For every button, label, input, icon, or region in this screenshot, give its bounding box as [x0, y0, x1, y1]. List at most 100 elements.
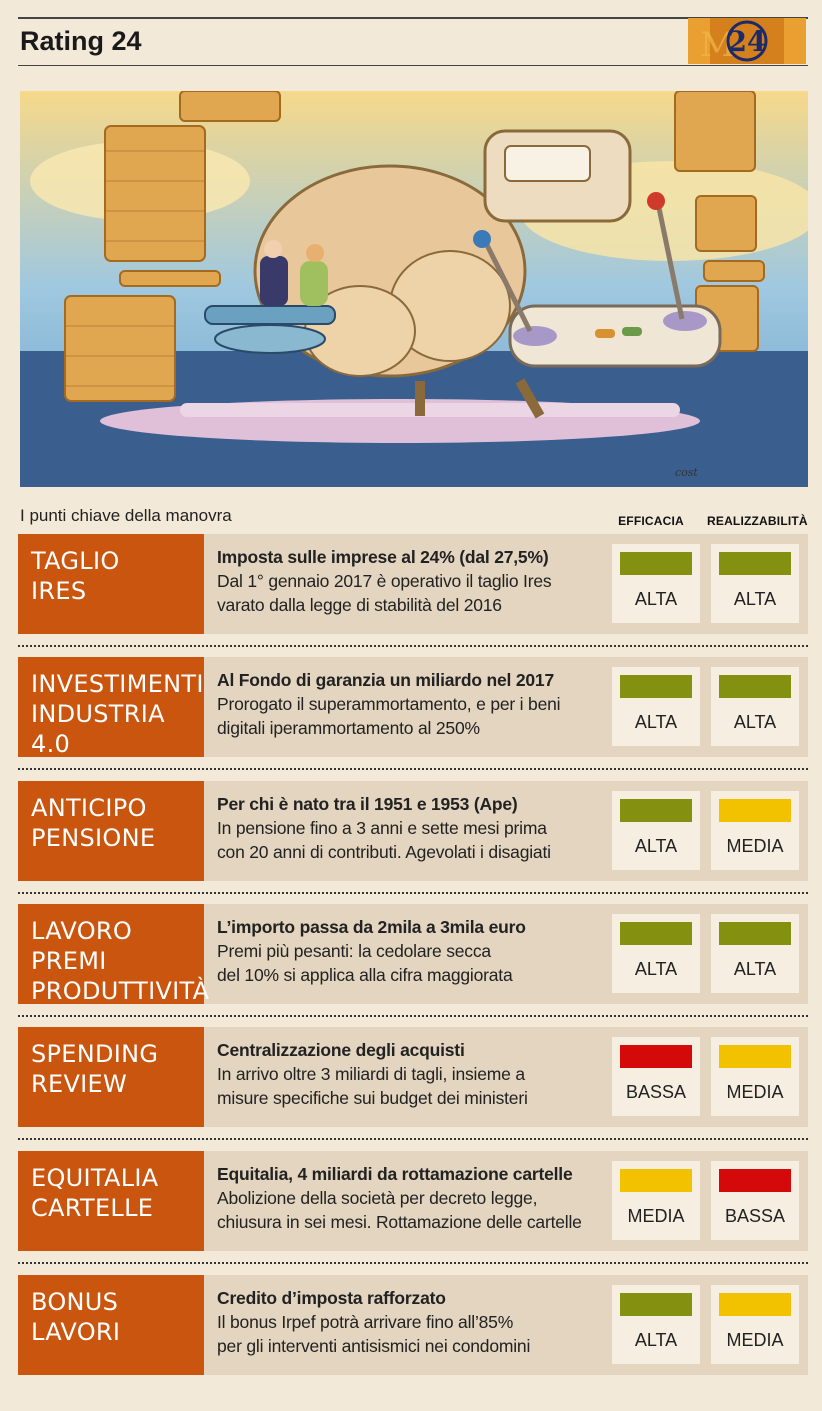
row-description: Centralizzazione degli acquisti In arrivo…: [217, 1038, 617, 1110]
page-title: Rating 24: [20, 26, 142, 56]
rating-value: ALTA: [634, 836, 678, 856]
rating-value: MEDIA: [627, 1206, 685, 1226]
col-efficacia: EFFICACIA: [618, 514, 684, 528]
rating-value: ALTA: [634, 589, 678, 609]
rating-color-bar: [620, 1045, 692, 1068]
realizzabilita-rating: ALTA: [711, 667, 799, 746]
row-label: INVESTIMENTI INDUSTRIA 4.0: [18, 657, 204, 758]
row-label-line: LAVORI: [31, 1318, 121, 1346]
rating-value: MEDIA: [726, 836, 784, 856]
intro-text: I punti chiave della manovra: [20, 506, 232, 525]
row-body-line: del 10% si applica alla cifra maggiorata: [217, 965, 513, 985]
row-description: Per chi è nato tra il 1951 e 1953 (Ape) I…: [217, 792, 617, 864]
row-separator: [18, 892, 808, 894]
row-label-line: LAVORO PREMI: [31, 917, 133, 975]
realizzabilita-rating: ALTA: [711, 914, 799, 993]
rating-color-bar: [719, 675, 791, 698]
rating-color-bar: [719, 1169, 791, 1192]
row-body-line: digitali iperammortamento al 250%: [217, 718, 480, 738]
realizzabilita-rating: MEDIA: [711, 791, 799, 870]
rating-row: INVESTIMENTI INDUSTRIA 4.0 Al Fondo di gar…: [18, 657, 808, 758]
row-description: L’importo passa da 2mila a 3mila euro Pre…: [217, 915, 617, 987]
row-label-line: INDUSTRIA 4.0: [31, 700, 165, 758]
row-body-line: Il bonus Irpef potrà arrivare fino all’8…: [217, 1312, 514, 1332]
rating-value: BASSA: [724, 1206, 786, 1226]
rating-value: BASSA: [625, 1082, 687, 1102]
row-description: Credito d’imposta rafforzato Il bonus Irp…: [217, 1286, 617, 1358]
row-body-line: Abolizione della società per decreto leg…: [217, 1188, 538, 1208]
efficacia-rating: ALTA: [612, 667, 700, 746]
rating-row: EQUITALIA CARTELLE Equitalia, 4 miliardi d…: [18, 1151, 808, 1251]
rating-color-bar: [719, 552, 791, 575]
row-body-line: Dal 1° gennaio 2017 è operativo il tagli…: [217, 571, 552, 591]
top-rule: [18, 17, 808, 19]
row-label-line: SPENDING: [31, 1040, 159, 1068]
efficacia-rating: ALTA: [612, 914, 700, 993]
row-label: BONUS LAVORI: [18, 1275, 204, 1375]
row-headline: Credito d’imposta rafforzato: [217, 1288, 446, 1308]
row-body-line: Prorogato il superammortamento, e per i …: [217, 694, 561, 714]
row-description: Equitalia, 4 miliardi da rottamazione ca…: [217, 1162, 617, 1234]
rating-row: BONUS LAVORI Credito d’imposta rafforzato I…: [18, 1275, 808, 1375]
row-label-line: TAGLIO: [31, 547, 120, 575]
rating-color-bar: [719, 1293, 791, 1316]
logo-24: M 24: [688, 18, 806, 64]
row-body-line: con 20 anni di contributi. Agevolati i d…: [217, 842, 551, 862]
svg-text:cost: cost: [675, 466, 698, 479]
row-separator: [18, 1015, 808, 1017]
title-rule: [18, 65, 808, 66]
row-separator: [18, 768, 808, 770]
row-label-line: CARTELLE: [31, 1194, 154, 1222]
row-description: Imposta sulle imprese al 24% (dal 27,5%)…: [217, 545, 617, 617]
rating-color-bar: [620, 922, 692, 945]
row-body-line: chiusura in sei mesi. Rottamazione delle…: [217, 1212, 582, 1232]
efficacia-rating: ALTA: [612, 1285, 700, 1364]
rating-color-bar: [719, 799, 791, 822]
rating-value: MEDIA: [726, 1082, 784, 1102]
efficacia-rating: MEDIA: [612, 1161, 700, 1240]
row-body-line: per gli interventi antisismici nei condo…: [217, 1336, 531, 1356]
rating-value: ALTA: [634, 959, 678, 979]
realizzabilita-rating: ALTA: [711, 544, 799, 623]
row-body-line: Premi più pesanti: la cedolare secca: [217, 941, 491, 961]
row-label-line: EQUITALIA: [31, 1164, 159, 1192]
row-label: LAVORO PREMI PRODUTTIVITÀ: [18, 904, 210, 1005]
rating-color-bar: [620, 1169, 692, 1192]
logo-text: 24: [728, 25, 767, 58]
rating-color-bar: [620, 552, 692, 575]
rating-row: ANTICIPO PENSIONE Per chi è nato tra il 19…: [18, 781, 808, 881]
rating-row: TAGLIO IRES Imposta sulle imprese al 24% (…: [18, 534, 808, 634]
row-headline: Per chi è nato tra il 1951 e 1953 (Ape): [217, 794, 518, 814]
efficacia-rating: ALTA: [612, 544, 700, 623]
rating-row: LAVORO PREMI PRODUTTIVITÀ L’importo passa …: [18, 904, 808, 1005]
row-label: EQUITALIA CARTELLE: [18, 1151, 204, 1251]
row-headline: Al Fondo di garanzia un miliardo nel 201…: [217, 670, 554, 690]
row-headline: Centralizzazione degli acquisti: [217, 1040, 465, 1060]
row-label-line: REVIEW: [31, 1070, 128, 1098]
row-label: ANTICIPO PENSIONE: [18, 781, 204, 881]
row-headline: Equitalia, 4 miliardi da rottamazione ca…: [217, 1164, 573, 1184]
row-label: SPENDING REVIEW: [18, 1027, 204, 1127]
row-headline: L’importo passa da 2mila a 3mila euro: [217, 917, 526, 937]
row-headline: Imposta sulle imprese al 24% (dal 27,5%): [217, 547, 549, 567]
rating-color-bar: [620, 1293, 692, 1316]
row-label-line: PRODUTTIVITÀ: [31, 977, 210, 1005]
row-label: TAGLIO IRES: [18, 534, 204, 634]
rating-color-bar: [620, 799, 692, 822]
realizzabilita-rating: MEDIA: [711, 1037, 799, 1116]
row-label-line: IRES: [31, 577, 87, 605]
row-separator: [18, 1138, 808, 1140]
row-separator: [18, 1262, 808, 1264]
row-description: Al Fondo di garanzia un miliardo nel 201…: [217, 668, 617, 740]
rating-color-bar: [620, 675, 692, 698]
rating-color-bar: [719, 1045, 791, 1068]
row-separator: [18, 645, 808, 647]
row-body-line: In arrivo oltre 3 miliardi di tagli, ins…: [217, 1064, 525, 1084]
row-label-line: INVESTIMENTI: [31, 670, 204, 698]
efficacia-rating: BASSA: [612, 1037, 700, 1116]
col-realizzabilita: REALIZZABILITÀ: [707, 514, 808, 528]
rating-value: ALTA: [733, 589, 777, 609]
rating-color-bar: [719, 922, 791, 945]
row-body-line: misure specifiche sui budget dei ministe…: [217, 1088, 528, 1108]
rating-row: SPENDING REVIEW Centralizzazione degli acq…: [18, 1027, 808, 1127]
